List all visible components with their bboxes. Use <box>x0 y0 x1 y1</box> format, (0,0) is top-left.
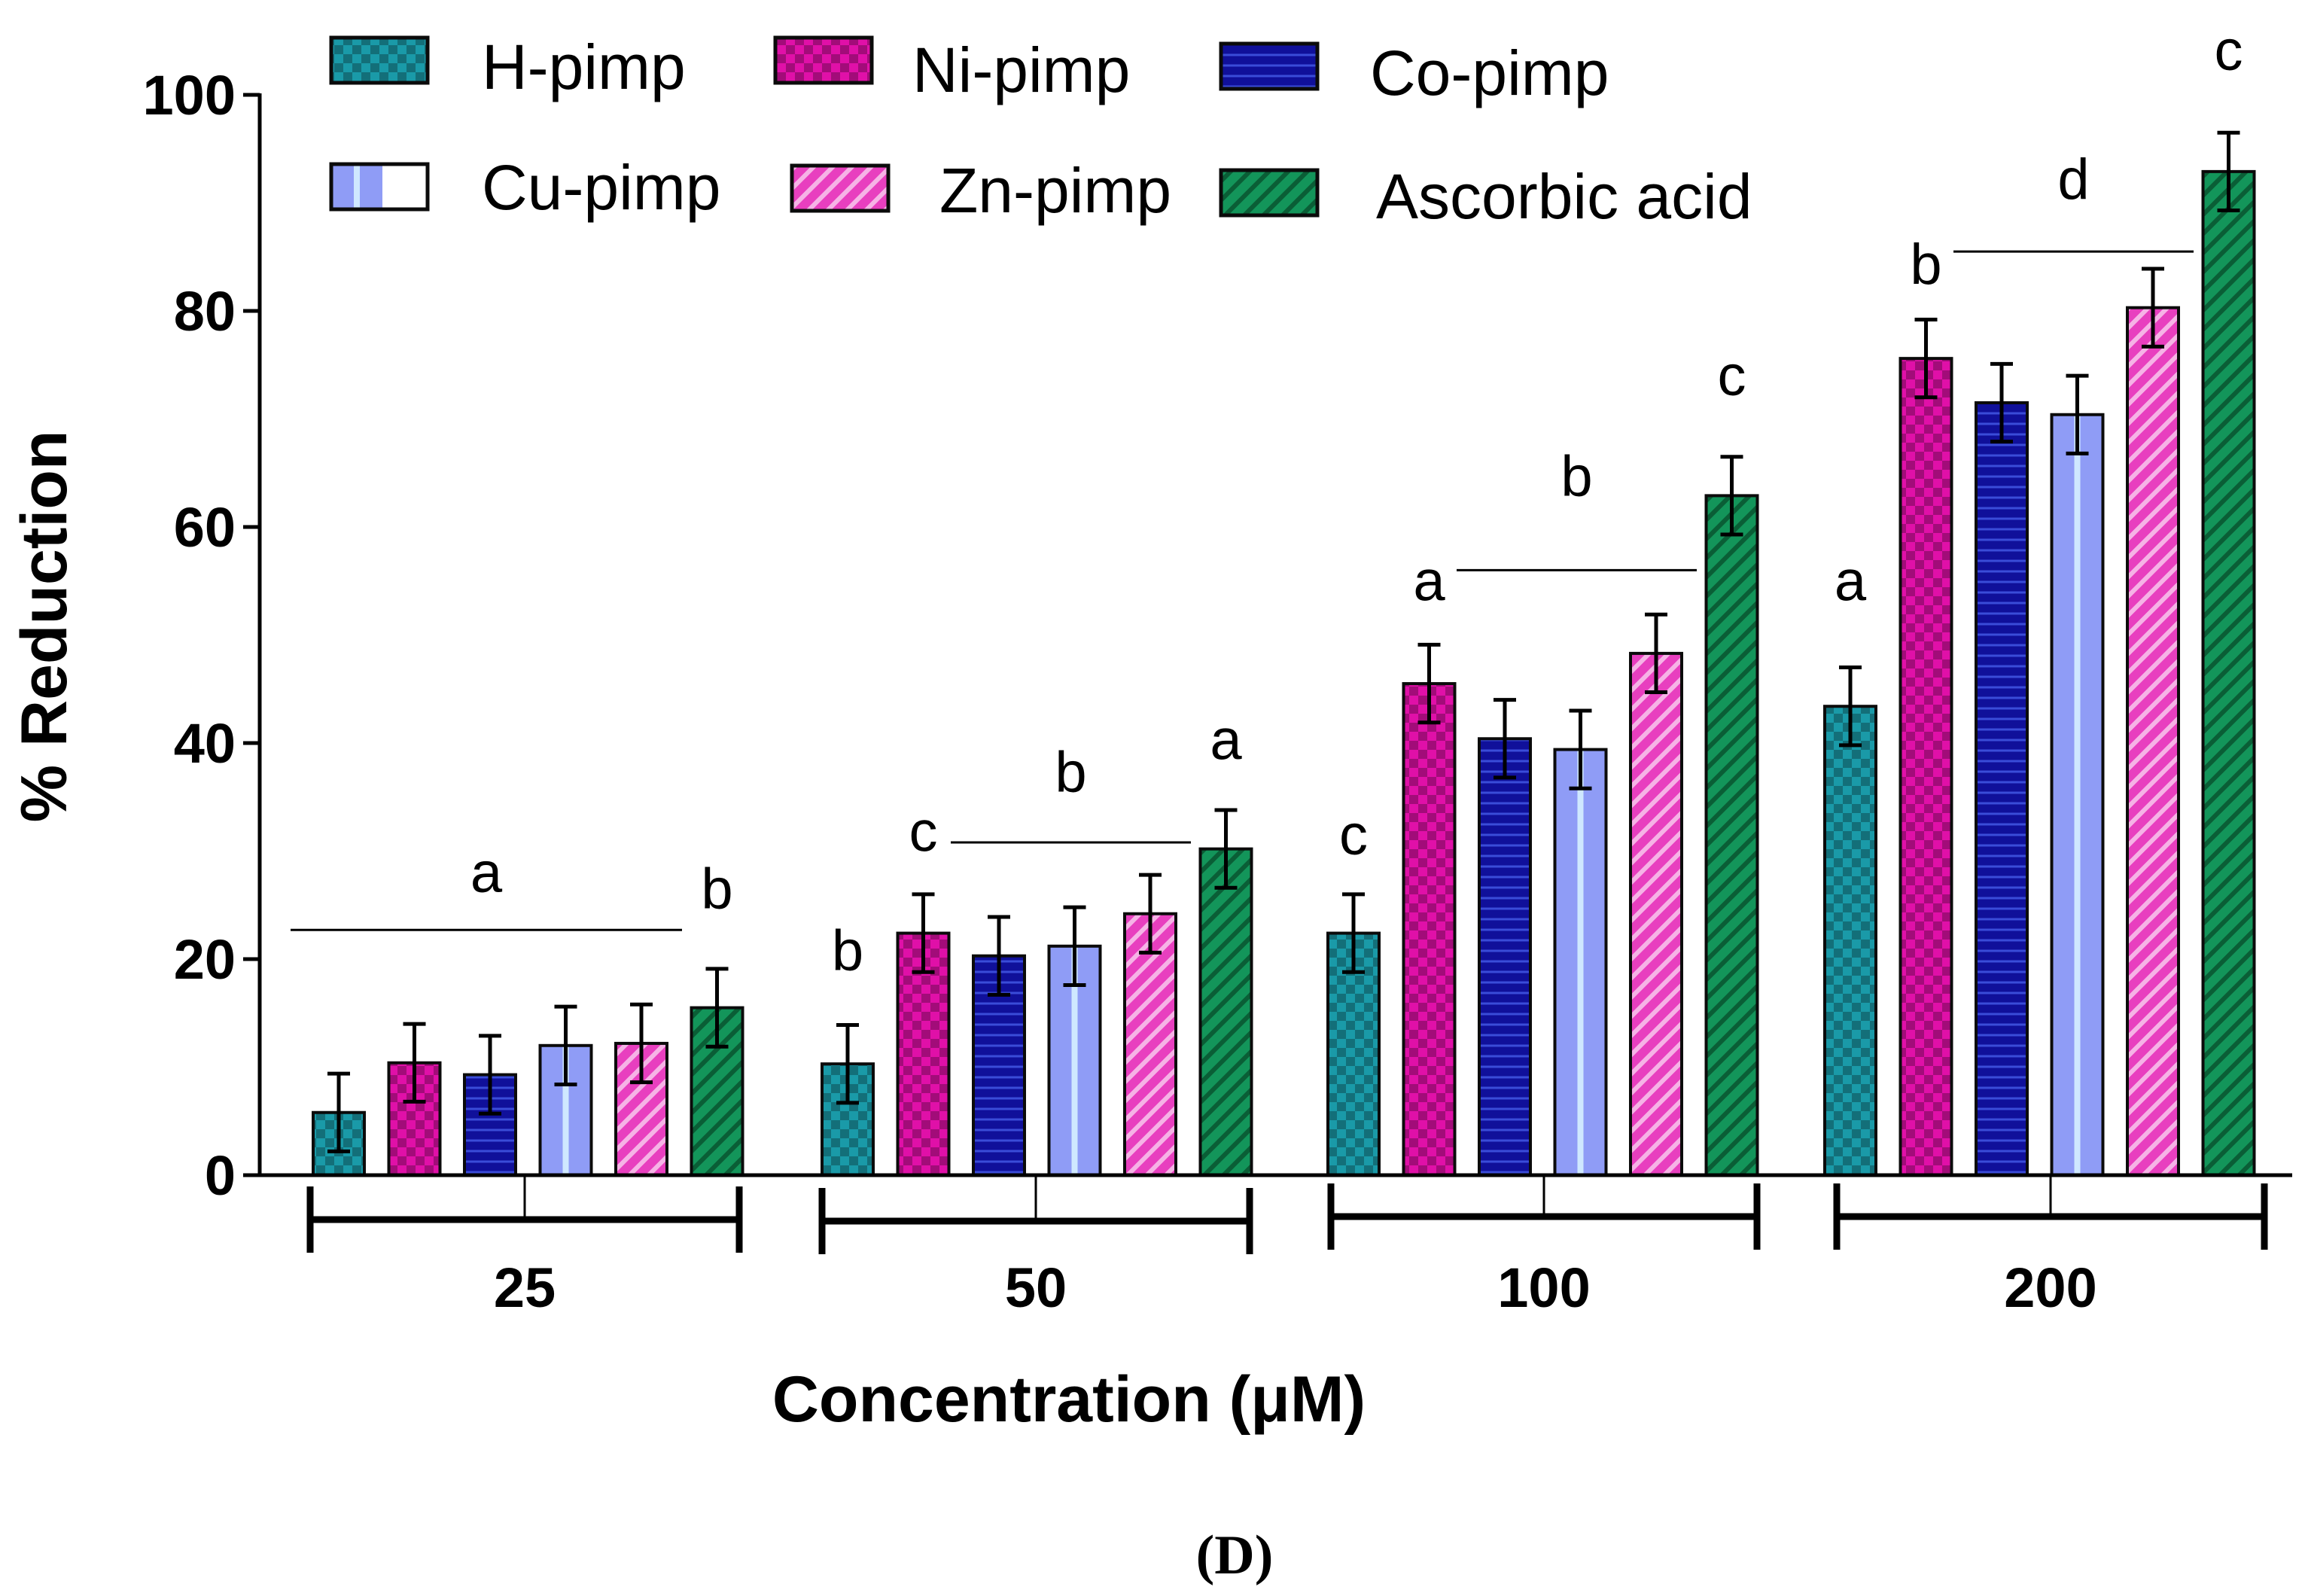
bar-zn-pimp-200 <box>2126 306 2180 1177</box>
significance-label: b <box>1910 233 1941 297</box>
significance-label: a <box>1210 708 1242 772</box>
significance-label: b <box>832 918 863 982</box>
bar-cu-pimp-100 <box>1553 748 1608 1177</box>
significance-label: a <box>1835 550 1867 614</box>
x-tick-label-100: 100 <box>1497 1256 1590 1319</box>
significance-label: c <box>1718 344 1746 408</box>
figure-caption: (D) <box>1196 1524 1274 1586</box>
bar-ni-pimp-100 <box>1402 682 1457 1177</box>
legend-swatch-h-pimp <box>329 35 430 85</box>
legend-swatch-cu-pimp <box>329 162 430 212</box>
x-tick-label-50: 50 <box>1005 1256 1067 1319</box>
legend-swatch-co-pimp <box>1219 41 1320 91</box>
y-axis: 0 20 40 60 80 100 <box>143 64 262 1207</box>
legend-label-ascorbic-acid: Ascorbic acid <box>1376 161 1752 232</box>
x-axis: 25 50 100 200 <box>260 1173 2292 1319</box>
y-tick-label-100: 100 <box>143 64 236 126</box>
significance-label: b <box>701 857 732 921</box>
significance-label: d <box>2057 148 2089 212</box>
significance-label: c <box>1339 803 1368 867</box>
bar-zn-pimp-100 <box>1629 651 1683 1177</box>
y-tick-label-20: 20 <box>174 928 236 991</box>
bar-zn-pimp-50 <box>1123 912 1177 1177</box>
legend-label-cu-pimp: Cu-pimp <box>482 152 720 223</box>
x-tick-label-200: 200 <box>2004 1256 2096 1319</box>
significance-label: a <box>1413 550 1445 614</box>
y-tick-label-0: 0 <box>205 1144 236 1207</box>
bar-cu-pimp-200 <box>2050 413 2105 1177</box>
legend: H-pimp Ni-pimp Co-pimp Cu-pimp Zn-pimp Ascorb… <box>329 32 1752 232</box>
significance-label: b <box>1055 741 1086 805</box>
x-axis-title: Concentration (μM) <box>772 1363 1366 1436</box>
legend-swatch-zn-pimp <box>790 163 891 213</box>
y-axis-title: % Reduction <box>8 431 81 823</box>
bars <box>312 130 2256 1177</box>
legend-label-zn-pimp: Zn-pimp <box>939 155 1171 226</box>
legend-swatch-ascorbic-acid <box>1219 168 1320 218</box>
bar-ascorbic-acid-200 <box>2201 169 2256 1177</box>
legend-label-co-pimp: Co-pimp <box>1370 38 1609 108</box>
legend-swatch-ni-pimp <box>773 35 874 85</box>
y-tick-label-60: 60 <box>174 496 236 559</box>
legend-label-ni-pimp: Ni-pimp <box>912 35 1130 105</box>
significance-label: a <box>470 841 503 905</box>
x-tick-label-25: 25 <box>494 1256 556 1319</box>
significance-label: c <box>909 800 938 864</box>
significance-label: c <box>2215 19 2243 83</box>
bar-ni-pimp-200 <box>1899 357 1953 1177</box>
legend-label-h-pimp: H-pimp <box>482 32 686 102</box>
bar-co-pimp-100 <box>1478 737 1532 1177</box>
bar-ascorbic-acid-100 <box>1704 494 1759 1177</box>
bar-ascorbic-acid-50 <box>1198 847 1253 1177</box>
bar-h-pimp-200 <box>1823 705 1877 1177</box>
y-tick-label-40: 40 <box>174 712 236 775</box>
bar-co-pimp-200 <box>1975 401 2029 1177</box>
y-tick-label-80: 80 <box>174 280 236 343</box>
significance-label: b <box>1561 444 1592 508</box>
